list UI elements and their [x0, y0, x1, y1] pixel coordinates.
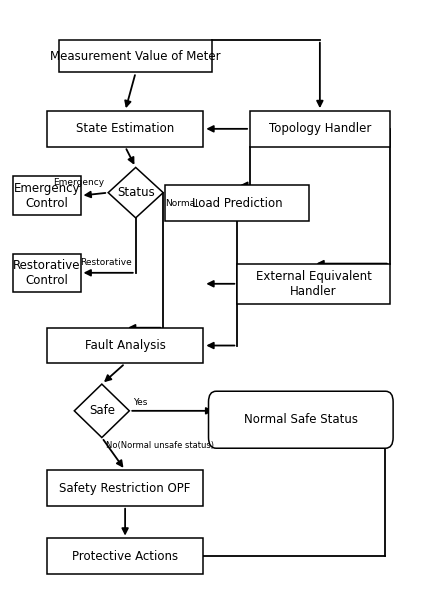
Text: Emergency: Emergency [53, 178, 104, 187]
FancyBboxPatch shape [47, 111, 203, 147]
Text: Load Prediction: Load Prediction [192, 196, 283, 209]
Text: Restorative
Control: Restorative Control [13, 259, 80, 287]
FancyBboxPatch shape [165, 185, 309, 221]
Text: Restorative: Restorative [80, 258, 131, 267]
Text: Normal: Normal [165, 199, 198, 208]
Text: Normal Safe Status: Normal Safe Status [244, 413, 358, 426]
Text: External Equivalent
Handler: External Equivalent Handler [256, 270, 372, 298]
Text: State Estimation: State Estimation [76, 122, 174, 135]
Text: Safe: Safe [89, 405, 115, 417]
Text: Status: Status [117, 186, 155, 199]
Text: Fault Analysis: Fault Analysis [85, 339, 165, 352]
FancyBboxPatch shape [47, 327, 203, 364]
Polygon shape [108, 167, 163, 218]
FancyBboxPatch shape [209, 391, 393, 448]
Text: Safety Restriction OPF: Safety Restriction OPF [60, 482, 191, 494]
FancyBboxPatch shape [250, 111, 390, 147]
Text: Yes: Yes [133, 399, 148, 408]
Text: Emergency
Control: Emergency Control [13, 182, 80, 209]
Text: Topology Handler: Topology Handler [269, 122, 371, 135]
Polygon shape [74, 384, 129, 438]
FancyBboxPatch shape [60, 40, 212, 72]
FancyBboxPatch shape [47, 538, 203, 574]
Text: Measurement Value of Meter: Measurement Value of Meter [51, 49, 221, 63]
Text: No(Normal unsafe status): No(Normal unsafe status) [106, 441, 214, 450]
Text: Protective Actions: Protective Actions [72, 550, 178, 563]
FancyBboxPatch shape [13, 253, 81, 292]
FancyBboxPatch shape [237, 264, 390, 304]
FancyBboxPatch shape [47, 470, 203, 506]
FancyBboxPatch shape [13, 176, 81, 215]
